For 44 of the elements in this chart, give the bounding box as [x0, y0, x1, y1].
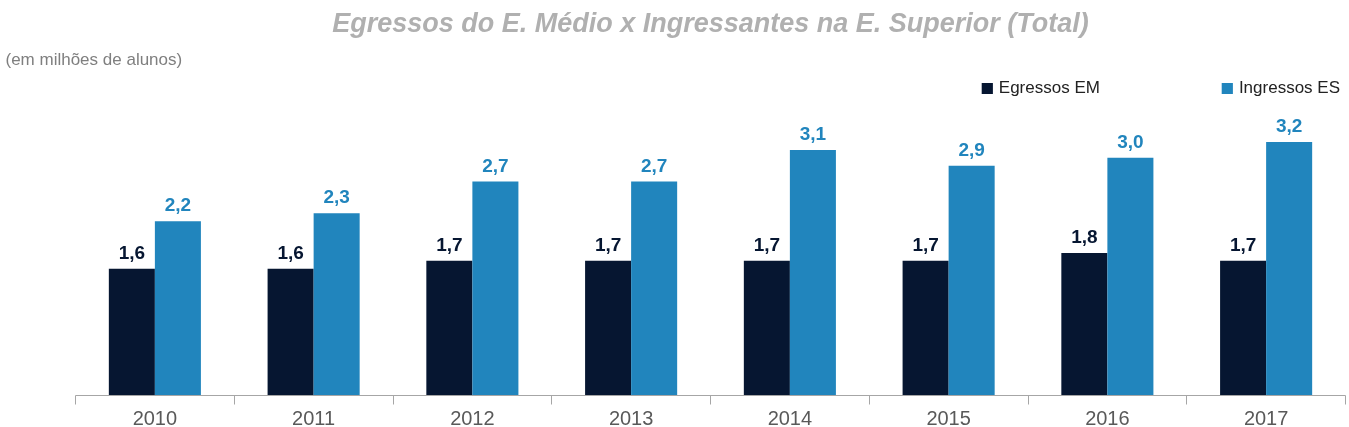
bar [426, 260, 473, 396]
bar [1266, 141, 1313, 396]
data-label: 3,0 [1117, 130, 1144, 152]
data-label: 1,7 [753, 233, 781, 255]
x-tick-label: 2013 [608, 406, 654, 427]
bar [154, 221, 201, 396]
data-label: 1,6 [277, 241, 304, 263]
bar [1107, 157, 1154, 396]
chart-subtitle: (em milhões de alunos) [5, 49, 183, 69]
bar [743, 260, 790, 396]
x-tick-label: 2015 [926, 406, 971, 427]
legend-label: Egressos EM [998, 78, 1100, 98]
bar [631, 181, 678, 396]
bar [313, 213, 360, 396]
chart-title: Egressos do E. Médio x Ingressantes na E. Superior (Total) [332, 7, 1089, 38]
x-tick-label: 2010 [132, 406, 178, 427]
bar [948, 165, 995, 396]
data-label: 2,7 [640, 154, 668, 176]
data-label: 2,7 [482, 154, 509, 176]
x-tick-label: 2014 [767, 406, 813, 427]
data-label: 3,1 [799, 122, 827, 144]
x-tick-label: 2011 [292, 406, 336, 427]
data-label: 3,2 [1275, 114, 1303, 136]
data-label: 1,7 [1229, 233, 1257, 255]
bar [267, 268, 314, 396]
data-label: 2,3 [323, 186, 350, 208]
data-label: 1,7 [436, 233, 463, 255]
data-label: 1,6 [118, 241, 146, 263]
bar [108, 268, 155, 396]
x-tick-label: 2017 [1243, 406, 1289, 427]
data-label: 1,7 [594, 233, 622, 255]
x-tick-label: 2012 [450, 406, 495, 427]
data-label: 1,8 [1071, 225, 1098, 247]
bar [789, 149, 836, 396]
data-label: 2,9 [958, 138, 985, 160]
data-label: 2,2 [164, 194, 192, 216]
data-label: 1,7 [912, 233, 939, 255]
bar [1061, 252, 1108, 396]
bar [902, 260, 949, 396]
legend-label: Ingressos ES [1238, 78, 1340, 98]
bar [585, 260, 632, 396]
bar [1220, 260, 1267, 396]
bar [472, 181, 519, 396]
x-tick-label: 2016 [1085, 406, 1130, 427]
